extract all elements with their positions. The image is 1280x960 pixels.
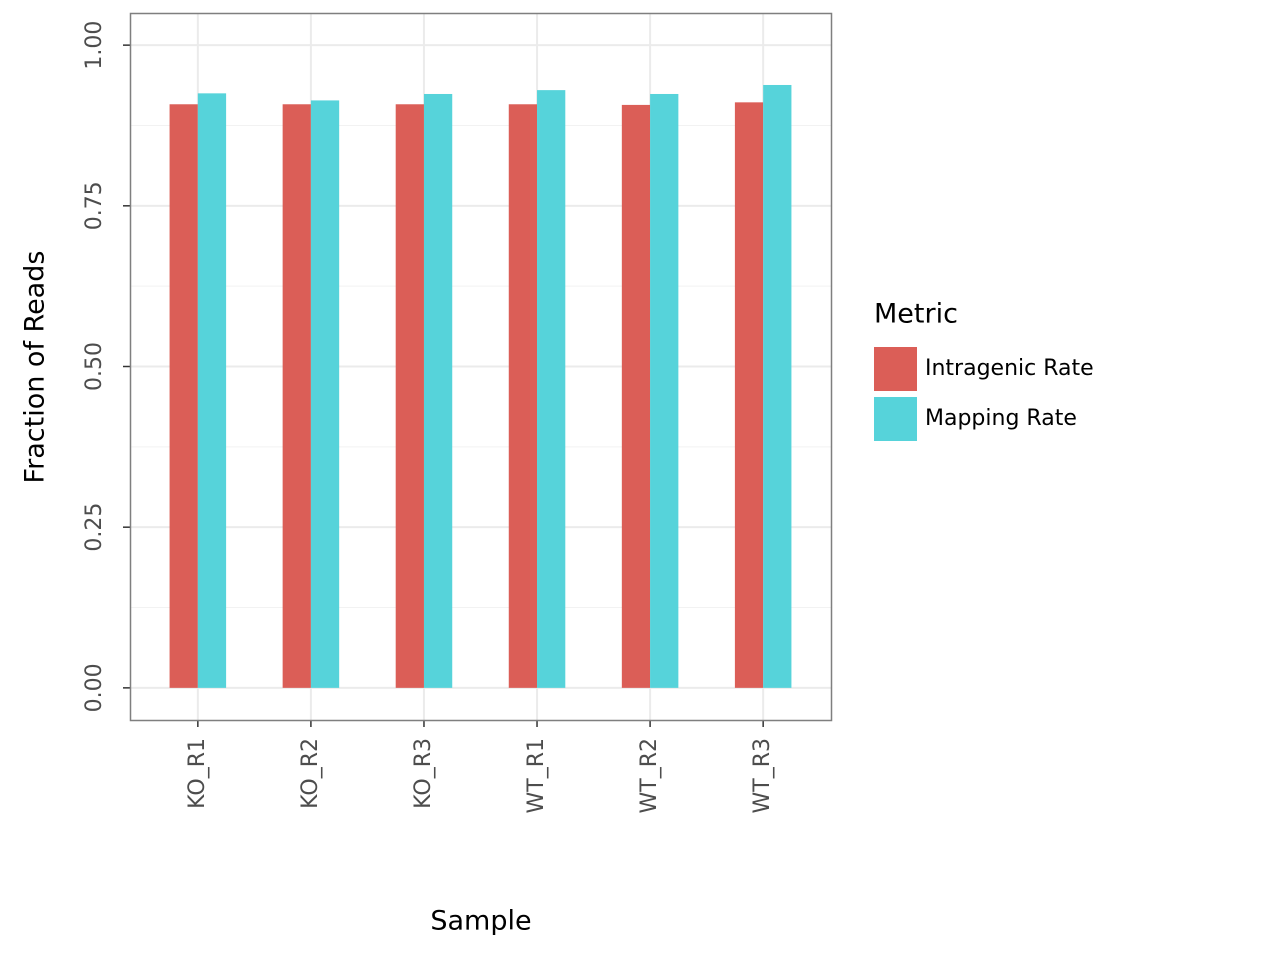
bar [537, 90, 566, 688]
bar [734, 102, 764, 688]
legend-key [874, 397, 917, 441]
x-tick-label: KO_R2 [298, 738, 323, 809]
x-tick-label: WT_R3 [750, 738, 775, 813]
bar [650, 93, 679, 688]
legend-label: Mapping Rate [925, 406, 1077, 431]
x-tick-label: WT_R1 [524, 738, 549, 813]
bar [508, 104, 538, 688]
x-axis-title: Sample [430, 906, 531, 937]
y-axis-title: Fraction of Reads [20, 251, 51, 484]
bar [621, 104, 651, 688]
plot: 0.00 0.25 0.50 0.75 1.00 KO_R1 KO_R2 KO_R3 WT_R1… [82, 13, 831, 813]
bar [169, 104, 198, 688]
y-tick-label: 1.00 [82, 21, 107, 70]
y-tick-label: 0.50 [82, 342, 107, 391]
bar [282, 104, 311, 688]
y-tick-label: 0.00 [82, 663, 107, 712]
y-tick-label: 0.25 [82, 503, 107, 552]
bar [197, 93, 227, 688]
legend-title: Metric [874, 299, 958, 330]
bar [763, 84, 792, 688]
bar [423, 93, 453, 688]
legend-key [874, 347, 917, 391]
x-tick-label: KO_R1 [185, 738, 210, 809]
x-tick-label: WT_R2 [637, 738, 662, 813]
bar [310, 100, 340, 688]
x-tick-label: KO_R3 [411, 738, 436, 809]
legend-label: Intragenic Rate [925, 356, 1094, 381]
panel-border [129, 12, 833, 722]
bar [395, 104, 424, 688]
y-tick-label: 0.75 [82, 181, 107, 230]
